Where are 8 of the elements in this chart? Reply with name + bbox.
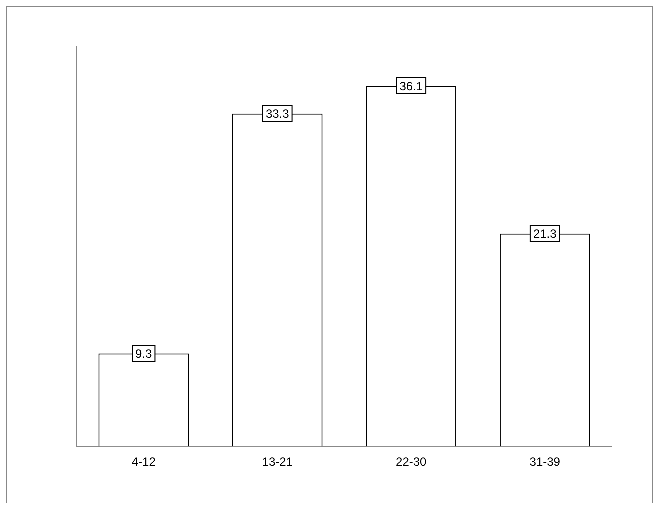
x-tick-label: 31-39 bbox=[530, 455, 561, 470]
x-tick-label: 4-12 bbox=[132, 455, 156, 470]
data-label: 9.3 bbox=[136, 347, 153, 362]
data-label: 33.3 bbox=[266, 107, 290, 122]
x-tick-label: 22-30 bbox=[396, 455, 428, 470]
data-label: 36.1 bbox=[400, 79, 424, 94]
x-tick-label: 13-21 bbox=[262, 455, 294, 470]
data-label: 21.3 bbox=[533, 227, 558, 242]
